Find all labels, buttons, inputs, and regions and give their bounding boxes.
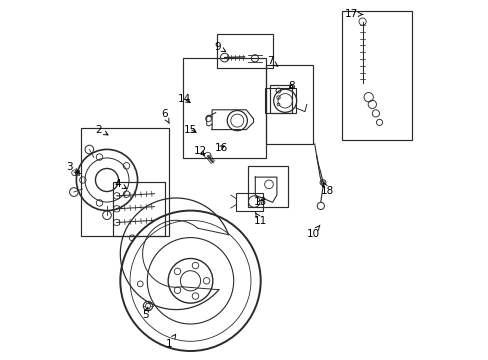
Text: 13: 13 — [254, 197, 267, 207]
Text: 11: 11 — [254, 212, 267, 226]
Text: 12: 12 — [194, 146, 207, 156]
Bar — [247, 166, 287, 207]
Bar — [217, 34, 273, 68]
Bar — [270, 85, 291, 113]
Bar — [236, 193, 263, 211]
Text: 16: 16 — [214, 143, 227, 153]
Text: 7: 7 — [267, 56, 278, 66]
Text: 14: 14 — [178, 94, 191, 104]
Text: 18: 18 — [320, 183, 333, 196]
Text: 8: 8 — [287, 81, 294, 91]
Text: 5: 5 — [142, 307, 148, 320]
Text: 6: 6 — [161, 109, 169, 123]
Text: 4: 4 — [114, 179, 126, 189]
Text: 1: 1 — [165, 334, 175, 349]
Bar — [81, 128, 168, 236]
Text: 3: 3 — [66, 162, 79, 172]
Bar — [265, 88, 295, 113]
Text: 9: 9 — [214, 42, 225, 52]
Text: 10: 10 — [305, 225, 319, 239]
Text: 15: 15 — [183, 125, 197, 135]
Bar — [341, 11, 411, 140]
Text: 2: 2 — [95, 125, 108, 135]
Text: 17: 17 — [345, 9, 362, 19]
Bar — [113, 182, 165, 236]
Bar — [265, 65, 312, 144]
Bar — [183, 58, 265, 158]
